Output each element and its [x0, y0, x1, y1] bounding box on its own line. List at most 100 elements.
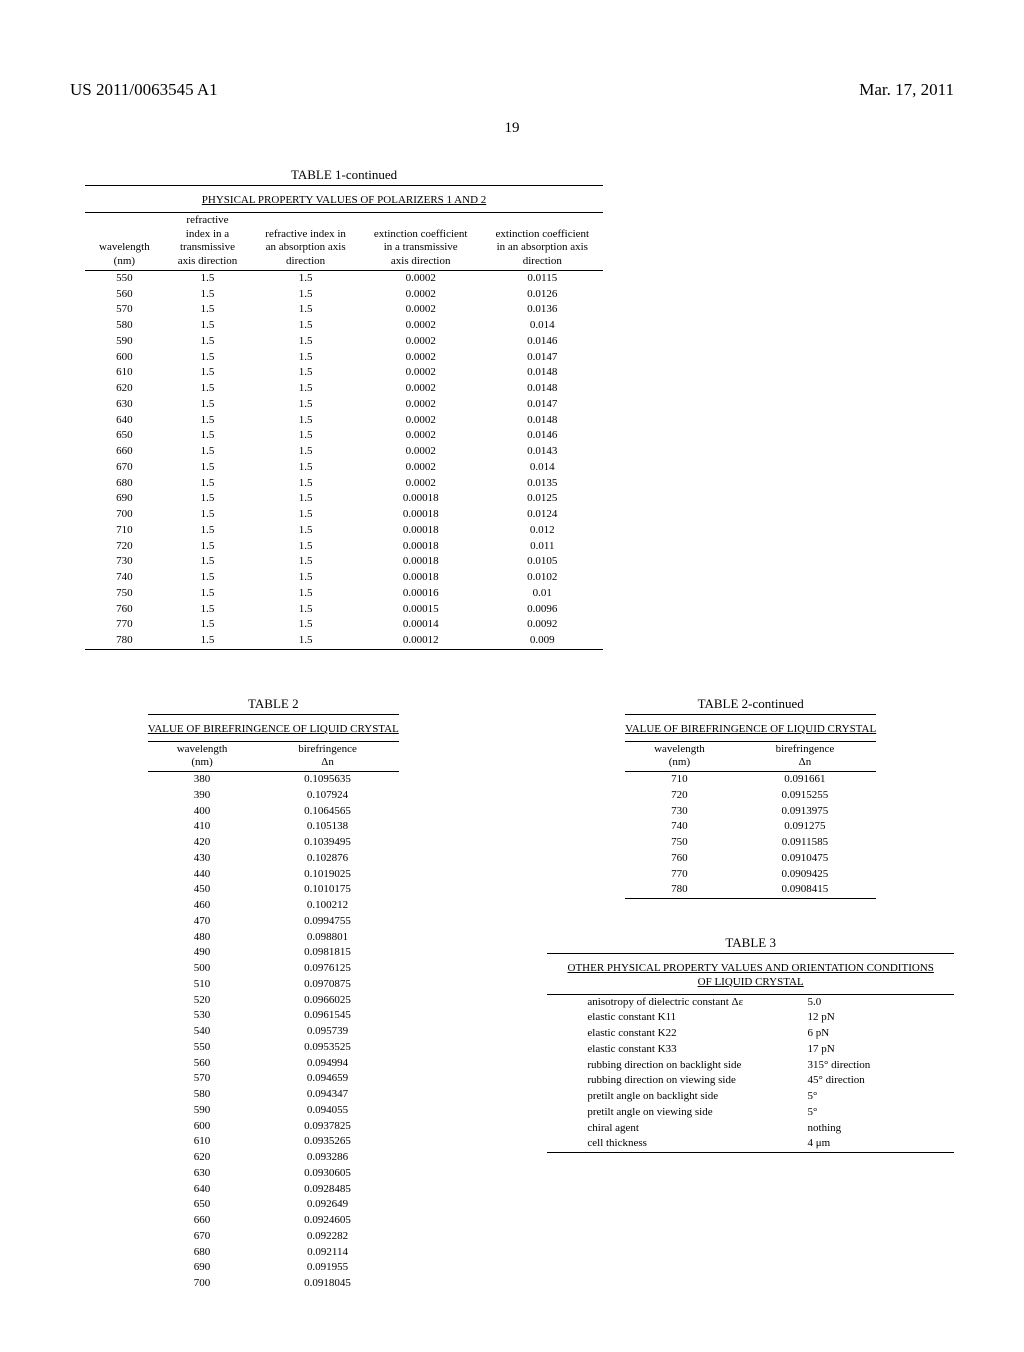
table-cell: 580 — [85, 318, 164, 334]
table-cell: 420 — [148, 835, 257, 851]
table-row: 6700.092282 — [148, 1229, 399, 1245]
table-cell: 5° — [802, 1105, 954, 1121]
table-cell: 730 — [85, 554, 164, 570]
table-cell: 1.5 — [251, 617, 360, 633]
table-cell: 770 — [85, 617, 164, 633]
table-row: 6800.092114 — [148, 1245, 399, 1261]
table-cell: 1.5 — [251, 287, 360, 303]
table-cell: 0.01 — [482, 586, 604, 602]
table-row: 5901.51.50.00020.0146 — [85, 334, 603, 350]
table-row: 4400.1019025 — [148, 867, 399, 883]
table-row: 6200.093286 — [148, 1150, 399, 1166]
table-cell: 440 — [148, 867, 257, 883]
table-cell: 1.5 — [251, 350, 360, 366]
table-cell: nothing — [802, 1121, 954, 1137]
table-cell: 0.092114 — [256, 1245, 399, 1261]
table-cell: 740 — [625, 819, 734, 835]
table-row: 6500.092649 — [148, 1197, 399, 1213]
table-cell: 0.00018 — [360, 554, 482, 570]
table-cell: 560 — [148, 1056, 257, 1072]
table-cell: 780 — [85, 633, 164, 649]
publication-number: US 2011/0063545 A1 — [70, 80, 218, 100]
table-cell: 630 — [85, 397, 164, 413]
table-cell: 1.5 — [251, 318, 360, 334]
table-cell: 0.0953525 — [256, 1040, 399, 1056]
column-header: extinction coefficientin an absorption a… — [482, 212, 604, 270]
table-row: 6401.51.50.00020.0148 — [85, 413, 603, 429]
table-cell: 1.5 — [251, 365, 360, 381]
table-row: pretilt angle on backlight side5° — [547, 1089, 954, 1105]
table-row: 5601.51.50.00020.0126 — [85, 287, 603, 303]
table-cell: 0.0981815 — [256, 945, 399, 961]
table-cell: 620 — [85, 381, 164, 397]
table-cell: 1.5 — [251, 586, 360, 602]
table-cell: 0.1019025 — [256, 867, 399, 883]
table-cell: 0.1039495 — [256, 835, 399, 851]
table-cell: 1.5 — [251, 507, 360, 523]
table-cell: 0.0910475 — [734, 851, 877, 867]
table-cell: 610 — [85, 365, 164, 381]
table-cell: 1.5 — [251, 444, 360, 460]
table-cell: 0.0002 — [360, 350, 482, 366]
table-cell: 680 — [85, 476, 164, 492]
table-cell: 0.107924 — [256, 788, 399, 804]
table-cell: 0.0937825 — [256, 1119, 399, 1135]
table-row: elastic constant K3317 pN — [547, 1042, 954, 1058]
table-cell: 6 pN — [802, 1026, 954, 1042]
table-cell: 510 — [148, 977, 257, 993]
table-row: 5900.094055 — [148, 1103, 399, 1119]
table-cell: 0.0002 — [360, 428, 482, 444]
table-row: 4700.0994755 — [148, 914, 399, 930]
table-row: 4500.1010175 — [148, 882, 399, 898]
table-row: 7101.51.50.000180.012 — [85, 523, 603, 539]
table-cell: 0.0002 — [360, 287, 482, 303]
table-row: 5000.0976125 — [148, 961, 399, 977]
table-cell: pretilt angle on backlight side — [547, 1089, 801, 1105]
table-cell: 1.5 — [251, 570, 360, 586]
table2-cont-title: TABLE 2-continued — [547, 696, 954, 712]
table-cell: 410 — [148, 819, 257, 835]
table3-title: TABLE 3 — [547, 935, 954, 951]
table-row: 7201.51.50.000180.011 — [85, 539, 603, 555]
column-header: wavelength(nm) — [148, 741, 257, 772]
table1: PHYSICAL PROPERTY VALUES OF POLARIZERS 1… — [85, 185, 603, 650]
table-cell: 0.100212 — [256, 898, 399, 914]
table-cell: 1.5 — [164, 287, 252, 303]
table-cell: 400 — [148, 804, 257, 820]
table-cell: 0.094994 — [256, 1056, 399, 1072]
table-cell: 1.5 — [164, 302, 252, 318]
table-row: 5300.0961545 — [148, 1008, 399, 1024]
table-cell: 0.094347 — [256, 1087, 399, 1103]
table-cell: 1.5 — [164, 428, 252, 444]
table-cell: 1.5 — [251, 602, 360, 618]
table-row: 7301.51.50.000180.0105 — [85, 554, 603, 570]
table-cell: 1.5 — [251, 381, 360, 397]
table-cell: 0.00015 — [360, 602, 482, 618]
table-cell: 5° — [802, 1089, 954, 1105]
table-cell: 0.0924605 — [256, 1213, 399, 1229]
table-row: 7300.0913975 — [625, 804, 876, 820]
table-cell: 0.00018 — [360, 507, 482, 523]
table-cell: 670 — [148, 1229, 257, 1245]
column-header: refractive index inan absorption axisdir… — [251, 212, 360, 270]
table-cell: 0.092282 — [256, 1229, 399, 1245]
table-cell: 760 — [85, 602, 164, 618]
table-row: 6100.0935265 — [148, 1134, 399, 1150]
column-header: refractiveindex in atransmissiveaxis dir… — [164, 212, 252, 270]
table-cell: 730 — [625, 804, 734, 820]
table-row: 7800.0908415 — [625, 882, 876, 898]
table-cell: 0.0002 — [360, 365, 482, 381]
table-cell: 1.5 — [251, 491, 360, 507]
table-row: 5800.094347 — [148, 1087, 399, 1103]
table-cell: 0.014 — [482, 318, 604, 334]
table-cell: 670 — [85, 460, 164, 476]
column-header: birefringenceΔn — [256, 741, 399, 772]
table-cell: 0.0961545 — [256, 1008, 399, 1024]
table3-subtitle: OTHER PHYSICAL PROPERTY VALUES AND ORIEN… — [547, 958, 954, 994]
table-cell: 500 — [148, 961, 257, 977]
table2: VALUE OF BIREFRINGENCE OF LIQUID CRYSTAL… — [148, 714, 399, 1292]
table-cell: 1.5 — [251, 413, 360, 429]
table-cell: 315° direction — [802, 1058, 954, 1074]
table-cell: 1.5 — [164, 476, 252, 492]
table-row: 4600.100212 — [148, 898, 399, 914]
